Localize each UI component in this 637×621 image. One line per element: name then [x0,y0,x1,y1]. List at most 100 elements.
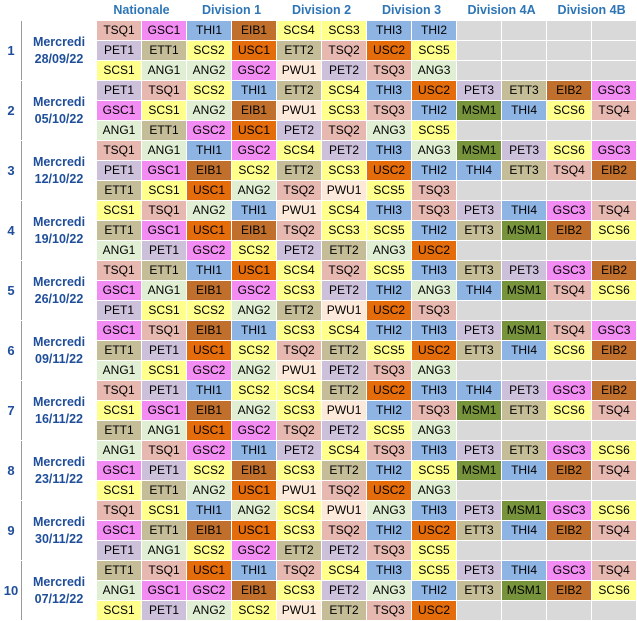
team-cell: GSC2 [231,280,278,301]
team-cell: SCS3 [276,580,323,601]
team-cell: PET2 [321,280,368,301]
week-date-cell: Mercredi 30/11/22 [21,500,97,561]
empty-cell [501,60,548,81]
team-cell: ETT2 [276,40,323,61]
team-cell: EIB2 [546,80,593,101]
week-date-label: 07/12/22 [34,591,84,606]
team-cell: TSQ2 [321,40,368,61]
team-cell: EIB1 [231,20,278,41]
team-cell: TSQ2 [321,520,368,541]
team-cell: TSQ1 [140,320,188,341]
team-cell: GSC2 [186,240,233,261]
team-cell: GSC2 [231,140,278,161]
team-cell: THI3 [411,260,458,281]
team-cell: SCS4 [321,440,368,461]
team-cell: PET2 [276,240,323,261]
team-cell: PET2 [321,420,368,441]
team-cell: USC2 [366,480,413,501]
team-cell: SCS4 [276,500,323,521]
team-cell: TSQ3 [366,540,413,561]
team-cell: THI4 [501,560,548,581]
team-cell: SCS2 [186,300,233,321]
team-cell: USC2 [411,240,458,261]
team-cell: SCS5 [411,40,458,61]
team-cell: ANG2 [186,60,233,81]
team-cell: GSC1 [140,220,188,241]
team-cell: PWU1 [321,180,368,201]
empty-cell [501,240,548,261]
empty-cell [456,40,503,61]
week-date-label: 12/10/22 [34,171,84,186]
team-cell: ETT3 [456,260,503,281]
team-cell: PET1 [96,80,142,101]
team-cell: SCS5 [366,420,413,441]
team-cell: TSQ2 [276,560,323,581]
empty-cell [546,360,593,381]
team-cell: THI4 [501,200,548,221]
header-division-3: Division 3 [366,0,458,21]
team-cell: GSC3 [546,260,593,281]
team-cell: MSM1 [456,460,503,481]
team-cell: ETT2 [321,600,368,621]
team-cell: GSC2 [231,420,278,441]
team-cell: PET3 [456,500,503,521]
week-date-label: 26/10/22 [34,291,84,306]
schedule-row: ANG1 SCS1 GSC2 ANG2 PWU1 PET2 TSQ3 ANG3 [1,360,637,381]
team-cell: GSC2 [231,540,278,561]
week-number: 1 [0,20,22,81]
schedule-row: 1 Mercredi 28/09/22 TSQ1 GSC1 THI1 EIB1 SCS4 SCS… [0,20,637,81]
empty-cell [456,180,503,201]
team-cell: SCS1 [96,400,142,421]
team-cell: GSC3 [591,320,637,341]
team-cell: SCS5 [411,120,458,141]
team-cell: USC2 [366,160,413,181]
team-cell: SCS5 [366,180,413,201]
team-cell: PET1 [140,380,188,401]
team-cell: MSM1 [501,280,548,301]
team-cell: THI4 [501,460,548,481]
team-cell: SCS1 [140,360,188,381]
team-cell: GSC1 [96,320,142,341]
empty-cell [456,120,503,141]
empty-cell [546,600,593,621]
team-cell: THI3 [411,500,458,521]
week-date-cell: Mercredi 28/09/22 [21,20,97,81]
team-cell: ANG2 [231,400,278,421]
team-cell: SCS4 [276,20,323,41]
team-cell: ANG1 [96,240,142,261]
team-cell: SCS3 [321,220,368,241]
schedule-row: 4 Mercredi 19/10/22 SCS1 TSQ1 ANG2 THI1 PWU1 SCS… [0,200,637,261]
team-cell: TSQ3 [411,200,458,221]
team-cell: USC1 [186,340,233,361]
week-day-label: Mercredi [32,334,86,349]
team-cell: THI4 [456,380,503,401]
schedule-row: SCS1 ETT1 ANG2 USC1 PWU1 TSQ2 USC2 ANG3 [1,480,637,501]
team-cell: USC2 [366,380,413,401]
week-day-label: Mercredi [32,274,86,289]
empty-cell [591,120,637,141]
team-cell: MSM1 [456,400,503,421]
team-cell: TSQ1 [96,500,142,521]
team-cell: PWU1 [276,100,323,121]
header-division-4a: Division 4A [456,0,548,21]
team-cell: PET2 [321,60,368,81]
schedule-row: ETT1 ANG1 USC1 GSC2 TSQ2 PET2 SCS5 ANG3 [1,420,637,441]
empty-cell [591,300,637,321]
team-cell: ANG1 [96,440,142,461]
schedule-body: 1 Mercredi 28/09/22 TSQ1 GSC1 THI1 EIB1 SCS4 SCS… [0,20,637,621]
schedule-row: 10 Mercredi 07/12/22 ETT1 TSQ1 USC1 THI1 TSQ2 SC… [0,560,637,621]
team-cell: TSQ4 [591,460,637,481]
team-cell: ETT1 [96,180,142,201]
empty-cell [501,540,548,561]
empty-cell [591,360,637,381]
team-cell: SCS1 [96,60,142,81]
team-cell: ANG1 [96,120,142,141]
team-cell: GSC3 [546,200,593,221]
team-cell: ETT3 [456,580,503,601]
team-cell: TSQ3 [411,400,458,421]
empty-cell [456,60,503,81]
team-cell: THI4 [501,340,548,361]
team-cell: ANG1 [96,360,142,381]
header-division-2: Division 2 [276,0,368,21]
empty-cell [456,300,503,321]
